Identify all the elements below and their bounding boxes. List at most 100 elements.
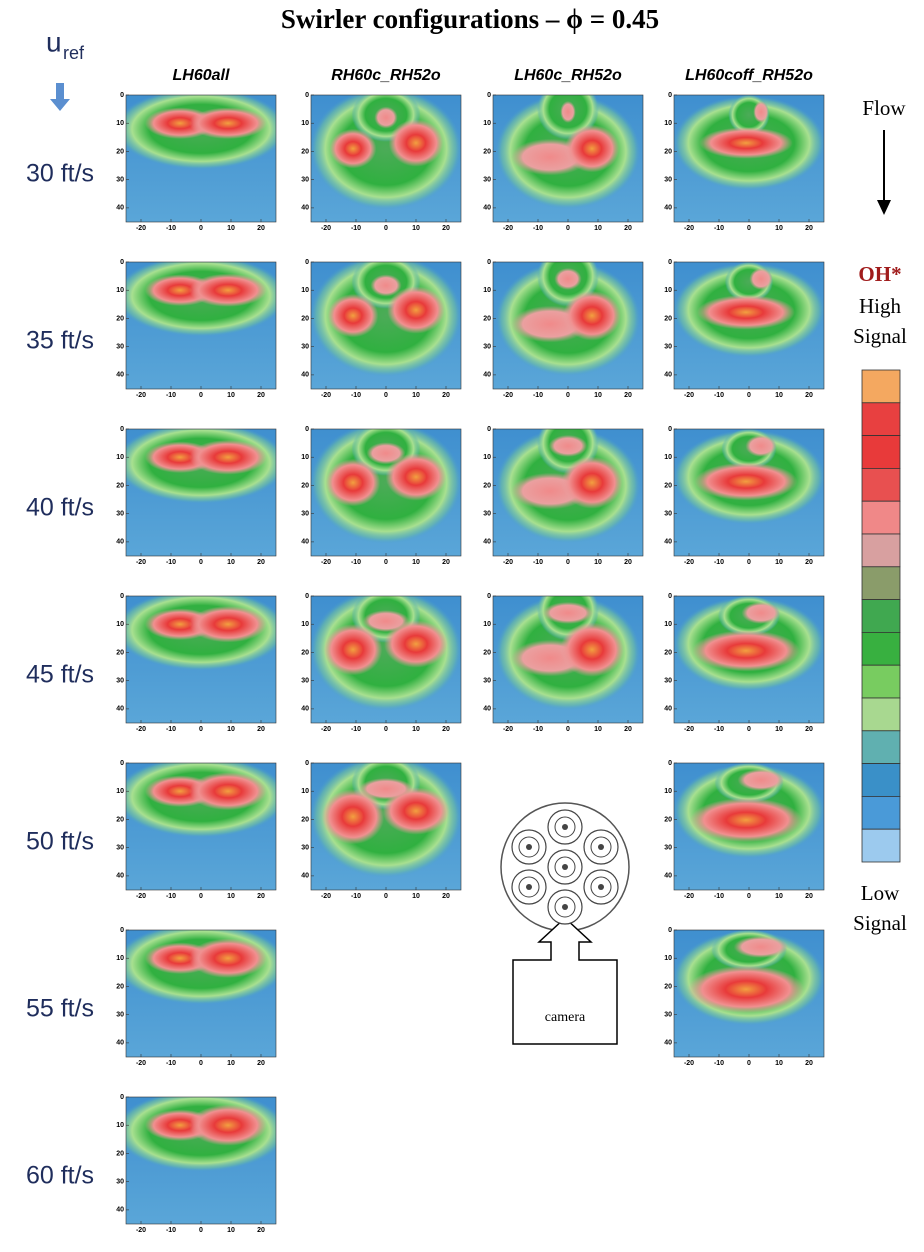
x-tick-label: 10 [412,225,420,232]
x-tick-label: -20 [136,1060,146,1067]
x-tick-label: 10 [775,559,783,566]
y-tick-label: 0 [305,426,309,433]
x-tick-label: 0 [199,1227,203,1234]
nozzle-core [526,884,532,890]
y-tick-label: 0 [668,426,672,433]
x-tick-label: -10 [714,726,724,733]
image-content [673,261,825,389]
x-tick-label: -10 [533,559,543,566]
flow-arrowhead [877,200,891,215]
y-tick-label: 20 [301,315,309,322]
y-tick-label: 40 [483,539,491,546]
row-label: 45 ft/s [26,661,94,689]
y-tick-label: 0 [305,92,309,99]
y-tick-label: 30 [301,344,309,351]
x-tick-label: -10 [166,1060,176,1067]
y-tick-label: 40 [664,1040,672,1047]
x-tick-label: 10 [227,893,235,900]
y-tick-label: 30 [116,344,124,351]
x-tick-label: 0 [747,559,751,566]
y-tick-label: 20 [301,816,309,823]
high-signal [389,119,444,166]
x-tick-label: 10 [412,392,420,399]
x-tick-label: 0 [199,726,203,733]
y-tick-label: 0 [487,593,491,600]
high: High [859,294,902,318]
x-tick-label: -10 [351,893,361,900]
high-signal [189,606,267,642]
x-tick-label: -10 [714,392,724,399]
y-tick-label: 0 [305,593,309,600]
y-tick-label: 20 [116,1150,124,1157]
image-content [115,1090,288,1224]
y-tick-label: 20 [664,482,672,489]
high-signal [326,459,381,506]
oh-image: -20-1001020010203040 [664,259,825,399]
image-content [115,255,288,389]
y-tick-label: 40 [664,539,672,546]
x-tick-label: 10 [227,392,235,399]
colorbar-band [862,534,900,567]
oh-image: -20-1001020010203040 [115,255,288,399]
colorbar-band [862,829,900,862]
high-signal [189,772,267,810]
weak-signal [560,101,576,123]
x-tick-label: -20 [684,559,694,566]
y-tick-label: 40 [116,372,124,379]
x-tick-label: -20 [684,392,694,399]
y-tick-label: 10 [483,287,491,294]
x-tick-label: 20 [257,893,265,900]
x-tick-label: -20 [503,726,513,733]
y-tick-label: 10 [116,621,124,628]
y-tick-label: 20 [664,148,672,155]
y-tick-label: 40 [116,539,124,546]
x-tick-label: 0 [384,225,388,232]
y-tick-label: 20 [664,816,672,823]
y-tick-label: 10 [483,621,491,628]
x-tick-label: 10 [227,726,235,733]
y-tick-label: 0 [668,259,672,266]
x-tick-label: -20 [321,893,331,900]
oh-image: -20-1001020010203040 [483,580,643,733]
y-tick-label: 10 [664,454,672,461]
y-tick-label: 10 [301,788,309,795]
high-signal [189,1105,267,1146]
y-tick-label: 20 [116,983,124,990]
y-tick-label: 0 [487,92,491,99]
x-tick-label: 0 [199,225,203,232]
y-tick-label: 0 [120,92,124,99]
y-tick-label: 30 [116,1012,124,1019]
colorbar-band [862,403,900,436]
y-tick-label: 40 [301,372,309,379]
y-tick-label: 0 [668,92,672,99]
x-tick-label: 20 [805,392,813,399]
y-tick-label: 30 [301,845,309,852]
y-tick-label: 0 [305,259,309,266]
x-tick-label: 20 [442,559,450,566]
y-tick-label: 40 [116,205,124,212]
x-tick-label: -20 [136,726,146,733]
image-content [115,88,288,222]
high-signal [324,624,383,675]
y-tick-label: 20 [116,482,124,489]
oh-image: -20-1001020010203040 [115,923,288,1067]
x-tick-label: 20 [442,225,450,232]
x-tick-label: -10 [533,392,543,399]
x-tick-label: 10 [775,392,783,399]
x-tick-label: -10 [351,559,361,566]
y-tick-label: 30 [301,678,309,685]
x-tick-label: 10 [227,1227,235,1234]
x-tick-label: 20 [257,726,265,733]
weak-signal [749,268,772,290]
x-tick-label: 20 [257,1227,265,1234]
x-tick-label: -10 [166,1227,176,1234]
title: Swirler configurations – ϕ = 0.45 [281,4,659,34]
column-header: LH60c_RH52o [514,67,622,84]
nozzle-core [562,824,568,830]
x-tick-label: -20 [136,893,146,900]
